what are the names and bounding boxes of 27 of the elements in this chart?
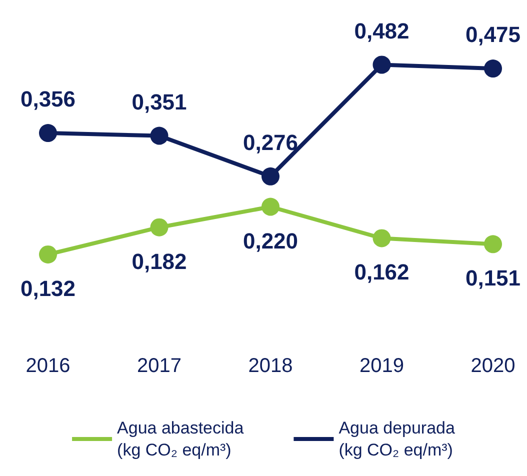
- data-label: 0,162: [354, 260, 410, 285]
- data-label: 0,220: [242, 228, 298, 254]
- data-label: 0,482: [354, 18, 410, 44]
- legend-label: Agua abastecida (kg CO₂ eq/m³): [117, 418, 244, 460]
- point: [39, 124, 57, 142]
- data-label: 0,151: [465, 266, 521, 291]
- point: [262, 167, 280, 186]
- data-label: 0,132: [20, 276, 76, 301]
- x-tick-label: 2020: [470, 355, 516, 377]
- point: [484, 235, 502, 254]
- x-tick-label: 2016: [26, 355, 70, 377]
- point: [150, 218, 168, 236]
- point: [39, 245, 57, 264]
- point: [150, 126, 168, 145]
- x-tick-label: 2017: [137, 355, 182, 377]
- data-label: 0,276: [242, 130, 298, 155]
- x-tick-label: 2019: [360, 355, 404, 377]
- point: [262, 198, 280, 216]
- point: [372, 229, 391, 248]
- legend-label: Agua depurada (kg CO₂ eq/m³): [338, 418, 456, 460]
- point: [484, 60, 502, 78]
- point: [372, 56, 391, 74]
- data-label: 0,182: [132, 248, 187, 274]
- data-label: 0,475: [465, 22, 521, 48]
- x-tick-label: 2018: [248, 355, 293, 377]
- data-label: 0,351: [132, 89, 187, 114]
- data-label: 0,356: [20, 86, 76, 112]
